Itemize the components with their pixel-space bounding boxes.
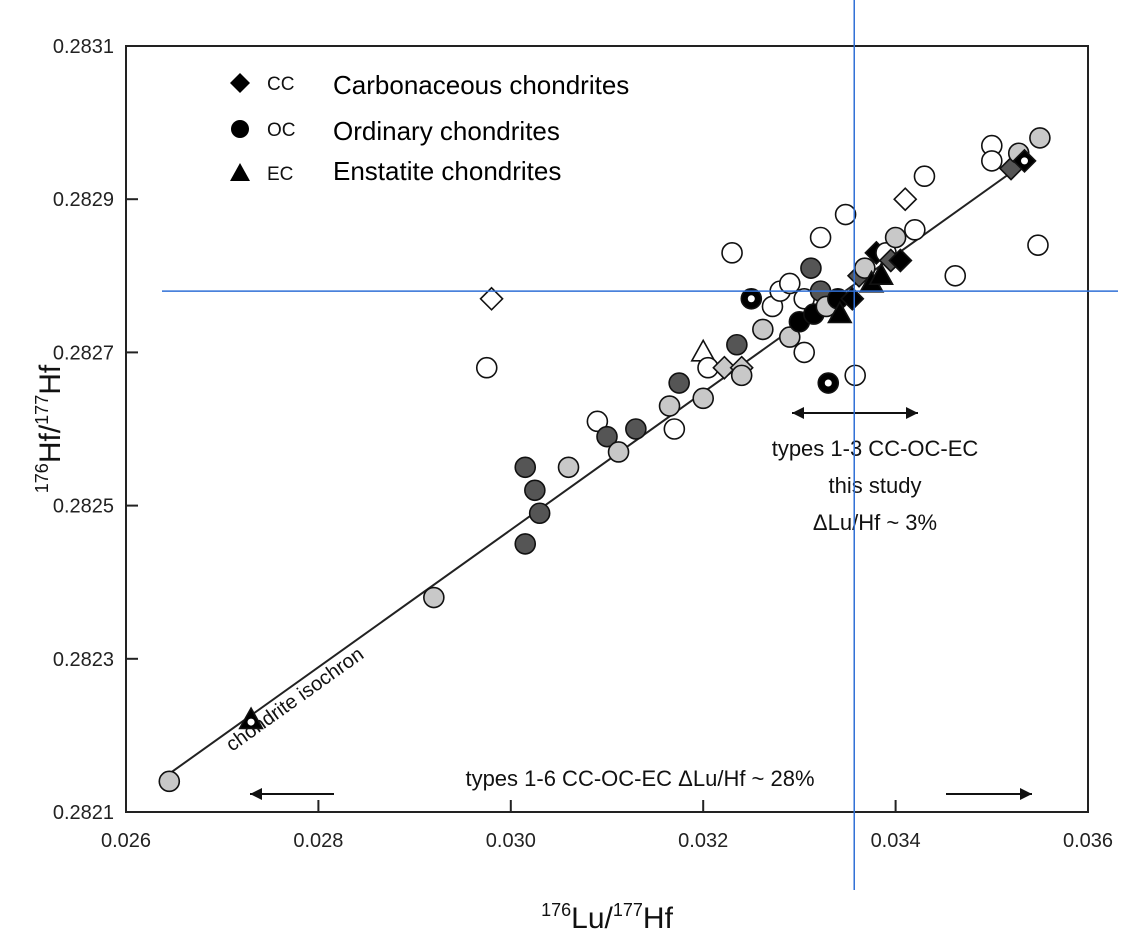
this-study-annotation: types 1-3 CC-OC-EC this study ΔLu/Hf ~ 3… xyxy=(772,407,979,535)
legend-entry-oc: OC Ordinary chondrites xyxy=(231,116,560,146)
x-axis-title: 176Lu/177Hf xyxy=(541,900,673,935)
legend-entry-ec: EC Enstatite chondrites xyxy=(230,156,561,186)
circle-point xyxy=(913,165,936,188)
circle-point xyxy=(524,479,546,502)
point-center-dot xyxy=(247,718,255,726)
diamond-point xyxy=(840,286,865,311)
legend-label-cc: Carbonaceous chondrites xyxy=(333,70,629,100)
arrow-left-icon xyxy=(792,407,804,419)
circle-point xyxy=(1029,127,1051,149)
point-center-dot xyxy=(824,379,832,387)
circle-point xyxy=(596,425,618,448)
circle-point xyxy=(607,441,630,463)
circle-point xyxy=(726,333,748,356)
x-tick-label: 0.032 xyxy=(678,830,728,852)
arrow-right-icon xyxy=(906,407,918,419)
legend-label-ec: Enstatite chondrites xyxy=(333,156,561,186)
circle-point xyxy=(721,242,743,264)
legend-triangle-marker xyxy=(230,163,250,181)
circle-point xyxy=(1027,234,1049,256)
circle-point xyxy=(663,418,686,440)
y-tick-label: 0.2831 xyxy=(53,36,114,58)
arrow-left-icon xyxy=(250,788,262,800)
x-tick-label: 0.030 xyxy=(486,830,536,852)
y-tick-label: 0.2829 xyxy=(53,189,114,211)
circle-point xyxy=(778,272,801,295)
legend-circle-marker xyxy=(231,120,249,138)
y-tick-label: 0.2821 xyxy=(53,802,114,824)
circle-point xyxy=(658,395,681,417)
circle-point xyxy=(158,770,181,793)
circle-point xyxy=(557,456,580,479)
point-center-dot xyxy=(1021,157,1029,165)
circle-point xyxy=(884,226,907,249)
triangle-point xyxy=(238,706,264,730)
circle-point xyxy=(844,364,866,387)
isochron-label: chondrite isochron xyxy=(222,643,368,756)
x-tick-label: 0.026 xyxy=(101,830,151,852)
this-study-line-2: this study xyxy=(829,473,922,498)
y-axis-ticks: 0.2821 0.2823 0.2825 0.2827 0.2829 0.2831 xyxy=(53,36,138,824)
point-center-dot xyxy=(747,295,755,303)
legend-label-oc: Ordinary chondrites xyxy=(333,116,560,146)
x-tick-label: 0.028 xyxy=(293,830,343,852)
circle-point xyxy=(514,456,537,479)
circle-point xyxy=(625,418,647,440)
circle-point xyxy=(528,502,551,525)
y-tick-label: 0.2823 xyxy=(53,649,114,671)
legend-code-cc: CC xyxy=(267,74,294,95)
this-study-line-3: ΔLu/Hf ~ 3% xyxy=(813,510,937,535)
circle-point xyxy=(475,356,498,379)
y-tick-label: 0.2827 xyxy=(53,342,114,364)
circle-point xyxy=(834,203,857,226)
legend: CC Carbonaceous chondrites OC Ordinary c… xyxy=(230,70,629,186)
circle-point xyxy=(514,533,537,555)
arrow-right-icon xyxy=(1020,788,1032,800)
circle-point xyxy=(586,410,609,433)
this-study-line-1: types 1-3 CC-OC-EC xyxy=(772,436,979,461)
triangle-point xyxy=(868,262,894,285)
legend-code-ec: EC xyxy=(267,164,293,185)
circle-point xyxy=(944,264,967,287)
circle-point xyxy=(668,372,690,394)
x-tick-label: 0.034 xyxy=(871,830,921,852)
circle-point xyxy=(692,387,715,410)
legend-diamond-marker xyxy=(230,73,250,93)
x-tick-label: 0.036 xyxy=(1063,830,1113,852)
circle-point xyxy=(809,226,832,249)
triangle-point xyxy=(827,300,853,324)
circle-point xyxy=(730,364,753,387)
legend-code-oc: OC xyxy=(267,120,296,141)
diamond-point xyxy=(479,286,504,311)
legend-entry-cc: CC Carbonaceous chondrites xyxy=(230,70,629,100)
y-tick-label: 0.2825 xyxy=(53,496,114,518)
circle-point xyxy=(793,341,816,364)
circle-point xyxy=(423,586,445,609)
diamond-point xyxy=(893,187,918,212)
data-points xyxy=(158,127,1051,793)
circle-point xyxy=(904,219,926,241)
x-axis-ticks: 0.026 0.028 0.030 0.032 0.034 0.036 xyxy=(101,800,1113,852)
circle-point xyxy=(800,257,822,279)
diamond-point xyxy=(888,248,913,273)
circle-point xyxy=(980,150,1003,172)
diamond-point xyxy=(712,355,737,380)
y-axis-title: 176Hf/177Hf xyxy=(32,364,67,493)
circle-point xyxy=(778,326,801,348)
circle-point xyxy=(752,318,774,341)
all-types-text: types 1-6 CC-OC-EC ΔLu/Hf ~ 28% xyxy=(465,766,814,791)
all-types-annotation: types 1-6 CC-OC-EC ΔLu/Hf ~ 28% xyxy=(250,766,1032,800)
plot-frame xyxy=(125,45,1089,813)
